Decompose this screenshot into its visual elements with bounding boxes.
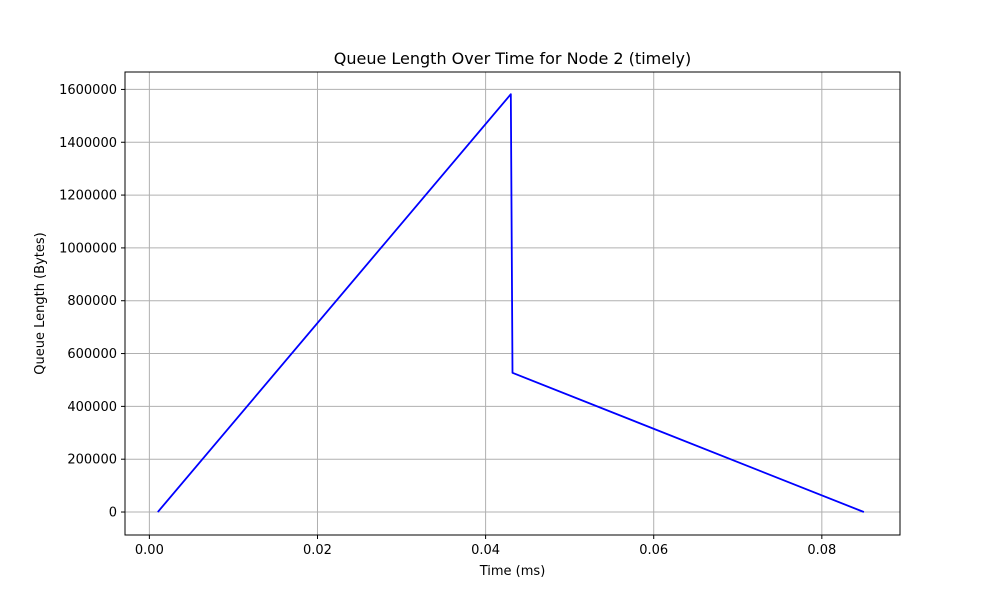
x-tick-label: 0.02 — [303, 543, 332, 558]
y-axis-title: Queue Length (Bytes) — [33, 232, 48, 374]
y-tick-label: 800000 — [67, 294, 117, 309]
grid-lines — [125, 72, 900, 535]
x-tick-label: 0.04 — [471, 543, 500, 558]
x-tick-label: 0.00 — [135, 543, 164, 558]
x-axis-title: Time (ms) — [479, 564, 546, 579]
y-axis: 0 200000 400000 600000 800000 1000000 1200000 1… — [59, 83, 125, 521]
y-tick-label: 0 — [109, 506, 117, 521]
x-axis: 0.00 0.02 0.04 0.06 0.08 — [135, 535, 836, 558]
y-tick-label: 1000000 — [59, 241, 117, 256]
plot-frame — [124, 71, 901, 536]
y-tick-label: 600000 — [67, 347, 117, 362]
y-tick-label: 1400000 — [59, 136, 117, 151]
x-tick-label: 0.06 — [639, 543, 668, 558]
queue-length-line — [157, 93, 865, 513]
y-tick-label: 400000 — [67, 400, 117, 415]
x-tick-label: 0.08 — [807, 543, 836, 558]
y-tick-label: 200000 — [67, 453, 117, 468]
series-layer — [157, 93, 865, 513]
y-tick-label: 1200000 — [59, 189, 117, 204]
y-tick-label: 1600000 — [59, 83, 117, 98]
chart-title: Queue Length Over Time for Node 2 (timel… — [334, 49, 691, 68]
